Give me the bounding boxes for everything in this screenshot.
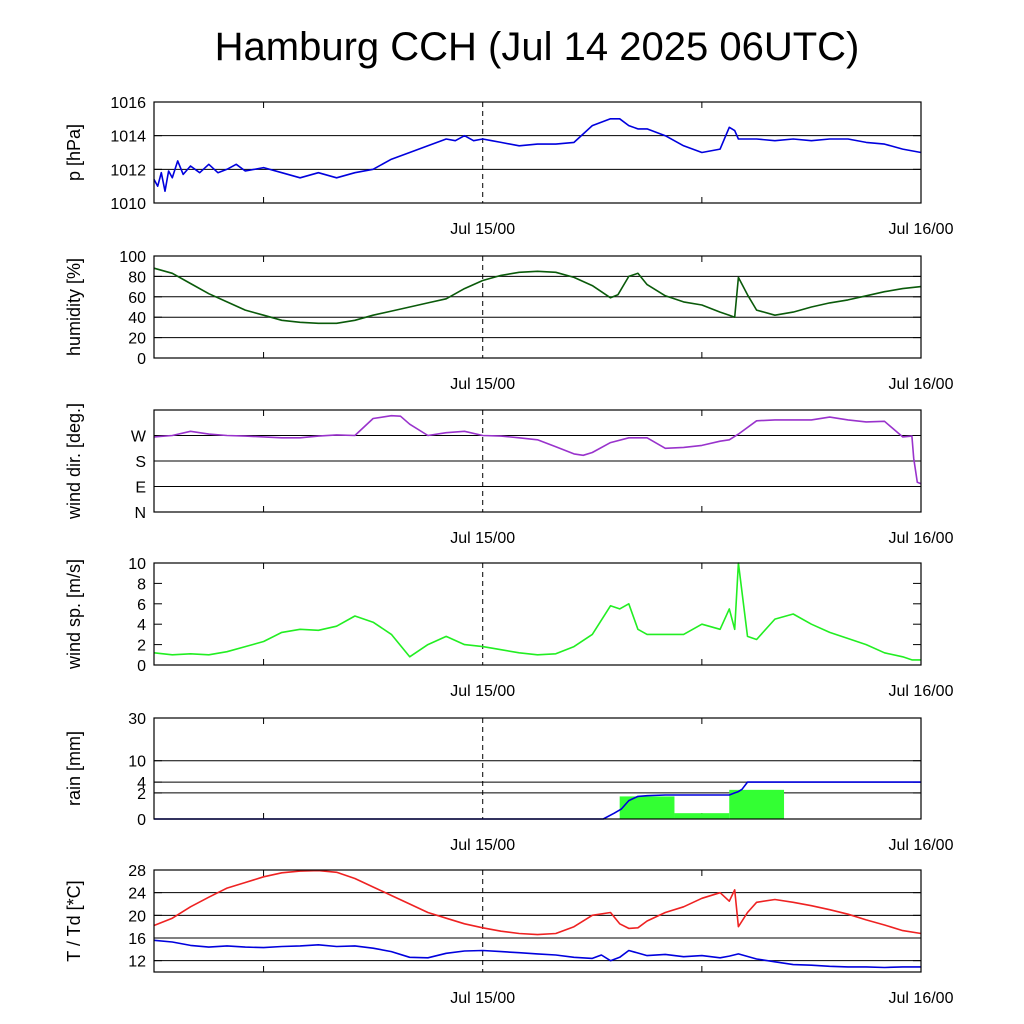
y-tick-label: 0	[137, 351, 146, 368]
plot-frame	[153, 562, 922, 666]
panel-temperature: 12 16 20 24 28 Jul 15/00 Jul 16/00 T / Td [*C]	[64, 863, 954, 1007]
y-tick-label: 0	[137, 658, 146, 675]
y-tick-label: 4	[137, 617, 146, 634]
plot-frame	[153, 869, 922, 973]
x-tick-label: Jul 16/00	[889, 990, 954, 1007]
panel-humidity: 0 20 40 60 80 100 Jul 15/00 Jul 16/00 humidity […	[64, 249, 954, 393]
rain-bar	[729, 789, 785, 819]
y-tick-label: 28	[128, 863, 146, 880]
y-tick-label: N	[134, 505, 146, 522]
series-line-0	[153, 562, 921, 661]
y-tick-label: 8	[137, 576, 146, 593]
panel-wind_speed: 0 2 4 6 8 10 Jul 15/00 Jul 16/00 wind sp. [m/s]	[64, 556, 954, 700]
x-tick-label: Jul 16/00	[889, 683, 954, 700]
panel-pressure: 1010 1012 1014 1016 Jul 15/00 Jul 16/00 p [hPa…	[64, 95, 954, 238]
y-tick-label: 1012	[110, 162, 146, 179]
series-line-0	[153, 267, 922, 325]
x-tick-label: Jul 16/00	[889, 376, 954, 393]
y-tick-label: W	[131, 429, 147, 446]
x-tick-label: Jul 15/00	[450, 376, 515, 393]
x-tick-label: Jul 16/00	[889, 530, 954, 547]
y-tick-label: 1016	[110, 95, 146, 112]
series-line-0	[153, 869, 922, 936]
y-axis-label: wind dir. [deg.]	[64, 403, 84, 520]
y-tick-label: 20	[128, 331, 146, 348]
y-tick-label: 10	[128, 556, 146, 573]
y-tick-label: 0	[137, 812, 146, 829]
y-tick-label: 1014	[110, 129, 146, 146]
series-line-0	[153, 414, 922, 485]
series-line-1	[153, 939, 921, 969]
y-tick-label: 24	[128, 886, 146, 903]
y-axis-label: humidity [%]	[64, 258, 84, 356]
panel-rain: 0 24 10 30 Jul 15/00 Jul 16/00 rain [mm]	[64, 711, 954, 854]
y-tick-label: 10	[128, 754, 146, 771]
plot-frame	[153, 717, 922, 820]
plot-frame	[153, 101, 922, 204]
plot-frame	[153, 255, 922, 359]
y-axis-label: p [hPa]	[64, 124, 84, 181]
chart-title: Hamburg CCH (Jul 14 2025 06UTC)	[215, 25, 860, 69]
y-tick-label: 12	[128, 954, 146, 971]
plot-frame	[153, 409, 922, 513]
y-axis-label: rain [mm]	[64, 731, 84, 806]
y-tick-label: 16	[128, 931, 146, 948]
x-tick-label: Jul 15/00	[450, 837, 515, 854]
y-axis-label: T / Td [*C]	[64, 880, 84, 961]
y-axis-label: wind sp. [m/s]	[64, 559, 84, 670]
series-line-0	[154, 781, 921, 820]
y-tick-label: 2	[137, 786, 146, 803]
rain-bar	[674, 813, 730, 819]
x-tick-label: Jul 16/00	[889, 221, 954, 238]
y-tick-label: 4	[137, 775, 146, 792]
y-tick-label: 80	[128, 269, 146, 286]
x-tick-label: Jul 15/00	[450, 530, 515, 547]
y-tick-label: 2	[137, 638, 146, 655]
y-tick-label: S	[135, 454, 146, 471]
series-line-0	[153, 118, 922, 192]
y-tick-label: 20	[128, 908, 146, 925]
y-tick-label: 6	[137, 597, 146, 614]
x-tick-label: Jul 15/00	[450, 990, 515, 1007]
y-tick-label: 1010	[110, 196, 146, 213]
rain-bar	[619, 796, 675, 819]
y-tick-label: E	[135, 480, 146, 497]
x-tick-label: Jul 15/00	[450, 221, 515, 238]
y-tick-label: 60	[128, 290, 146, 307]
y-tick-label: 30	[128, 711, 146, 728]
y-tick-label: 100	[119, 249, 146, 266]
x-tick-label: Jul 15/00	[450, 683, 515, 700]
y-tick-label: 40	[128, 310, 146, 327]
x-tick-label: Jul 16/00	[889, 837, 954, 854]
